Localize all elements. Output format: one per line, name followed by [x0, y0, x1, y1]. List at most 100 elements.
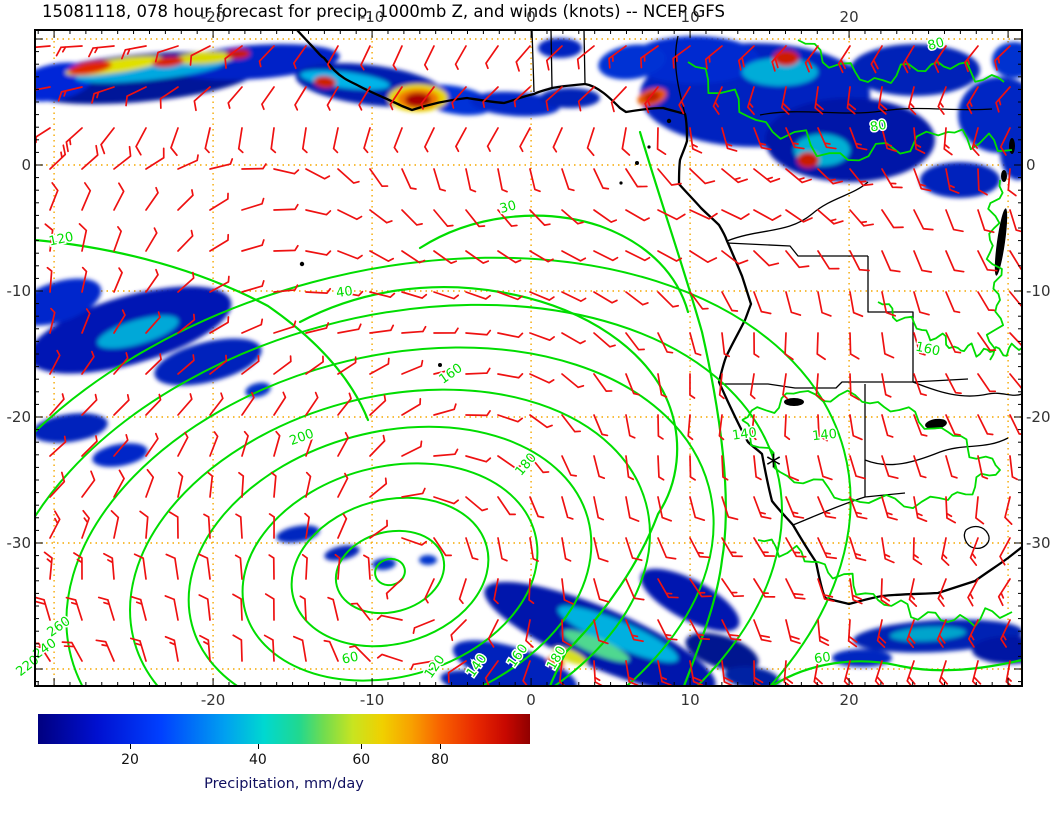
wind-barb — [451, 86, 467, 109]
wind-barb — [326, 86, 339, 111]
wind-barb-glyph — [593, 496, 605, 521]
axis-tick-label-bottom: -20 — [201, 691, 226, 709]
wind-barb-glyph — [35, 45, 51, 58]
wind-barb — [447, 660, 467, 683]
wind-barb-glyph — [78, 223, 88, 252]
wind-barb — [625, 660, 639, 686]
wind-barb — [497, 373, 524, 379]
z-contour-ring — [241, 462, 539, 682]
wind-barb — [610, 86, 627, 113]
wind-barb — [49, 471, 66, 498]
wind-barb-glyph — [977, 168, 988, 196]
wind-barb-glyph — [224, 45, 243, 69]
wind-barb-glyph — [241, 239, 265, 252]
wind-barb-glyph — [369, 477, 388, 498]
wind-barb-glyph — [784, 332, 794, 361]
wind-barb — [640, 45, 659, 69]
wind-barb — [1009, 250, 1022, 270]
wind-barb — [737, 45, 755, 71]
wind-barb — [785, 578, 806, 600]
wind-barb-glyph — [209, 392, 224, 416]
wind-barb-glyph — [977, 291, 996, 312]
wind-barb — [625, 414, 636, 439]
wind-barb — [198, 594, 211, 621]
wind-barb-glyph — [689, 619, 711, 641]
wind-barb — [817, 291, 832, 317]
wind-barb — [57, 86, 83, 102]
wind-barb — [908, 578, 918, 607]
wind-barb-glyph — [689, 455, 696, 481]
wind-barb-glyph — [393, 127, 403, 153]
wind-barb — [305, 287, 332, 294]
wind-barb — [593, 619, 609, 645]
wind-barb — [785, 619, 801, 645]
wind-barb — [718, 414, 725, 441]
wind-barb — [81, 308, 91, 334]
wind-barb — [305, 209, 332, 216]
wind-barb-glyph — [913, 168, 932, 192]
precip-cell — [992, 42, 1022, 78]
precip-cell — [152, 56, 184, 68]
wind-barb — [177, 229, 194, 252]
wind-barb-glyph — [945, 373, 962, 395]
wind-barb — [273, 320, 297, 334]
wind-barb — [81, 509, 90, 539]
country-border — [719, 378, 969, 389]
wind-barb-glyph — [977, 455, 989, 480]
wind-barb-glyph — [718, 414, 725, 441]
wind-barb — [815, 373, 825, 402]
wind-barb-glyph — [177, 189, 194, 211]
wind-barb — [625, 455, 635, 481]
wind-barb — [849, 373, 860, 401]
wind-barb-glyph — [721, 496, 739, 521]
wind-barb-glyph — [177, 313, 196, 334]
wind-barb-glyph — [913, 332, 926, 356]
wind-barb — [513, 86, 531, 108]
wind-barb-glyph — [753, 127, 772, 151]
wind-barb — [100, 127, 115, 155]
wind-barb — [721, 250, 749, 265]
wind-barb — [1009, 332, 1022, 350]
precip-cell — [890, 626, 966, 642]
wind-barb-glyph — [81, 350, 95, 375]
wind-barb — [376, 614, 403, 621]
wind-barb-glyph — [913, 127, 926, 154]
wind-barb — [268, 554, 275, 580]
wind-barb — [816, 332, 826, 361]
wind-barb — [672, 45, 691, 69]
wind-barb-glyph — [198, 594, 211, 621]
island — [619, 181, 623, 185]
wind-barb-glyph — [721, 209, 750, 220]
wind-barb — [264, 593, 275, 621]
wind-barb-glyph — [913, 414, 928, 437]
wind-barb-glyph — [561, 414, 582, 433]
wind-barb-glyph — [593, 578, 610, 603]
wind-barb — [177, 471, 184, 498]
wind-barb — [35, 127, 51, 150]
wind-barb — [529, 455, 550, 474]
wind-barb-glyph — [750, 414, 757, 441]
wind-barb-glyph — [301, 553, 308, 580]
lake — [1001, 170, 1007, 182]
wind-barb — [721, 332, 731, 358]
wind-barb — [945, 250, 965, 273]
wind-barb — [270, 471, 277, 498]
wind-barb-glyph — [704, 45, 723, 70]
wind-barb — [945, 414, 961, 436]
wind-barb-glyph — [999, 537, 1011, 566]
wind-barb-glyph — [241, 430, 249, 457]
wind-barb-glyph — [305, 355, 324, 375]
wind-barb-glyph — [625, 332, 645, 351]
wind-barb — [332, 127, 339, 154]
wind-barb-glyph — [785, 127, 805, 150]
wind-barb — [753, 168, 781, 183]
wind-barb-glyph — [529, 168, 541, 193]
wind-barb — [209, 392, 224, 416]
wind-barb-glyph — [332, 127, 339, 154]
wind-barb-glyph — [159, 86, 179, 109]
precip-cell — [958, 77, 1022, 153]
wind-barb-glyph — [971, 127, 980, 157]
wind-barb — [177, 189, 194, 211]
wind-barb-glyph — [561, 619, 572, 647]
